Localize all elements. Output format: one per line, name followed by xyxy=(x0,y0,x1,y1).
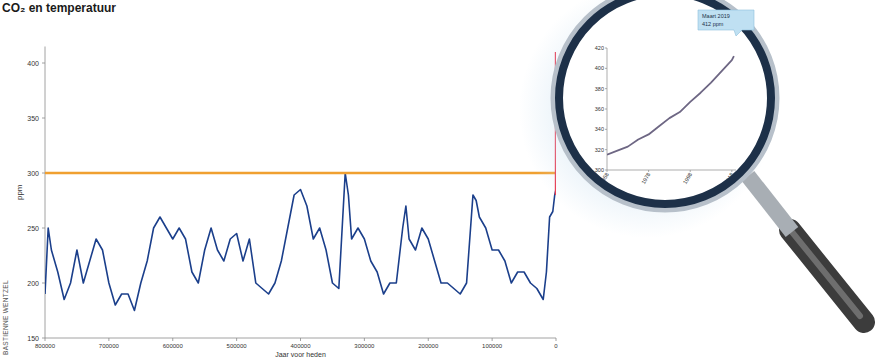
annotation: 412 ppm xyxy=(702,21,724,27)
y-tick xyxy=(42,338,45,339)
inset-y-tick-label: 380 xyxy=(595,86,604,92)
x-tick xyxy=(172,338,173,341)
inset-y-tick-label: 320 xyxy=(595,147,604,153)
lens xyxy=(559,0,771,204)
handle xyxy=(790,230,864,322)
x-tick xyxy=(492,338,493,341)
x-tick-label: 200000 xyxy=(418,343,439,349)
inset-x-tick-label: 1958 xyxy=(599,172,610,186)
inset-y-tick-label: 420 xyxy=(595,45,604,51)
x-tick xyxy=(300,338,301,341)
inset-x-tick xyxy=(648,170,649,172)
x-tick-label: 100000 xyxy=(482,343,503,349)
y-tick-label: 200 xyxy=(27,280,39,287)
x-tick-label: 700000 xyxy=(99,343,120,349)
inset-x-axis xyxy=(607,170,736,171)
y-tick-label: 400 xyxy=(27,60,39,67)
inset: 300 320 340 360 380 400 420 1958 1978 1998 2018 xyxy=(595,45,736,185)
lens-rim xyxy=(554,0,776,209)
y-tick-label: 250 xyxy=(27,225,39,232)
inset-x-tick-label: 2018 xyxy=(723,172,734,186)
handle-shine xyxy=(792,232,860,316)
x-tick-label: 600000 xyxy=(163,343,184,349)
plot-area xyxy=(45,52,556,311)
credit: BASTIENNE WENTZEL xyxy=(2,280,9,355)
inset-y-tick-label: 400 xyxy=(595,65,604,71)
series-line xyxy=(45,173,556,311)
inset-y-tick xyxy=(605,68,607,69)
inset-y-tick xyxy=(605,129,607,130)
handle-collar xyxy=(748,176,792,232)
annotation: Maart 2019 xyxy=(702,13,730,19)
inset-x-tick-label: 1978 xyxy=(640,172,651,186)
inset-y-tick-label: 340 xyxy=(595,126,604,132)
x-tick xyxy=(364,338,365,341)
y-tick-label: 150 xyxy=(27,335,39,342)
inset-y-tick-label: 300 xyxy=(595,167,604,173)
y-tick-label: 350 xyxy=(27,115,39,122)
inset-x-tick xyxy=(690,170,691,172)
chart-root: CO₂ en temperatuur 150 200 250 300 350 400 8000… xyxy=(0,0,886,360)
inset-x-tick-label: 1998 xyxy=(682,172,693,186)
y-tick xyxy=(42,118,45,119)
inset-y-tick xyxy=(605,109,607,110)
lens-glow xyxy=(519,0,775,238)
x-tick xyxy=(556,338,557,341)
x-tick-label: 400000 xyxy=(290,343,311,349)
inset-x-tick xyxy=(607,170,608,172)
inset-plot-area xyxy=(607,56,734,155)
title: CO₂ en temperatuur xyxy=(2,1,116,15)
series-line xyxy=(45,172,556,174)
inset-y-tick xyxy=(605,88,607,89)
x-tick xyxy=(108,338,109,341)
y-tick xyxy=(42,63,45,64)
inset-series-line xyxy=(607,56,734,155)
y-tick xyxy=(42,173,45,174)
inset-x-tick xyxy=(731,170,732,172)
y-tick xyxy=(42,228,45,229)
x-tick-label: 300000 xyxy=(354,343,375,349)
y-axis xyxy=(45,47,46,339)
x-tick-label: 0 xyxy=(554,343,558,349)
inset-y-tick xyxy=(605,149,607,150)
y-tick xyxy=(42,283,45,284)
inset-y-tick xyxy=(605,48,607,49)
x-tick-label: 500000 xyxy=(227,343,248,349)
x-tick xyxy=(236,338,237,341)
x-axis-label: Jaar voor heden xyxy=(275,351,326,358)
annotation-box xyxy=(698,10,754,36)
x-tick xyxy=(45,338,46,341)
y-axis-label: ppm xyxy=(15,184,24,200)
inset-y-tick-label: 360 xyxy=(595,106,604,112)
y-tick-label: 300 xyxy=(27,170,39,177)
x-tick-label: 800000 xyxy=(35,343,56,349)
x-tick xyxy=(428,338,429,341)
